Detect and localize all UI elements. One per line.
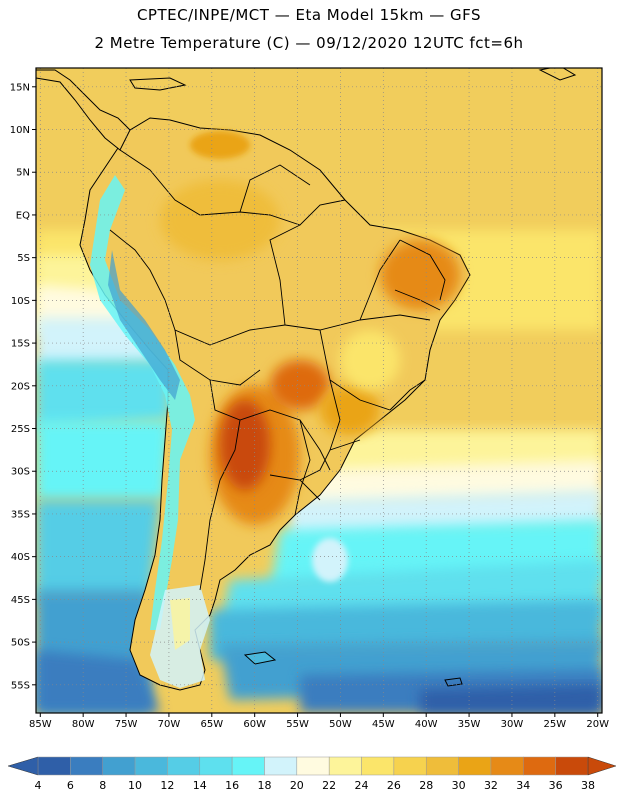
lat-tick-label: 40S [11,552,30,563]
lat-tick-label: 15S [11,339,30,350]
colorbar-label: 24 [355,779,369,792]
colorbar-swatch [328,756,362,776]
colorbar-label: 10 [128,779,142,792]
colorbar-label: 34 [516,779,530,792]
lon-tick-label: 25W [544,719,567,730]
lat-tick-label: 30S [11,467,30,478]
lon-tick-label: 80W [72,719,95,730]
colorbar-swatch [37,756,71,776]
colorbar-swatch [555,756,589,776]
colorbar-label: 32 [484,779,498,792]
colorbar-swatch [361,756,395,776]
colorbar-swatch [167,756,201,776]
country-borders [109,149,446,591]
colorbar-label: 14 [193,779,207,792]
atlantic-4 [420,685,602,713]
lat-tick-label: 15N [10,82,30,93]
colorbar-label: 20 [290,779,304,792]
lat-tick-label: 10S [11,296,30,307]
caribbean-islands [129,77,187,91]
lon-tick-label: 65W [200,719,223,730]
patagonia-mild [170,598,190,650]
warm-region-venezuela [190,131,250,159]
map-title-line-1: CPTEC/INPE/MCT — Eta Model 15km — GFS [136,6,482,24]
latitude-axis: 15N 10N 5N EQ 5S 10S 15S 20S 25S 30S 35S 40S 45S 50S 5… [10,82,36,691]
colorbar-label: 30 [452,779,466,792]
falkland-islands [243,651,277,665]
pacific-16 [36,420,170,500]
colorbar-label: 28 [419,779,433,792]
colorbar-label: 16 [225,779,239,792]
lon-tick-label: 45W [372,719,395,730]
colorbar-swatch [523,756,556,776]
colorbar-label: 36 [549,779,563,792]
lat-tick-label: 45S [11,595,30,606]
lat-tick-label: 5S [17,253,30,264]
colorbar-swatch [296,756,330,776]
lon-tick-label: 60W [243,719,266,730]
colorbar-label: 6 [67,779,74,792]
map-field [36,68,602,713]
warm-region-southeast-brazil [320,385,380,435]
pacific-12 [36,500,160,600]
lat-tick-label: 25S [11,424,30,435]
central-america-land [36,69,131,151]
colorbar-label: 4 [35,779,42,792]
lon-tick-label: 20W [586,719,609,730]
map-title-line-2: 2 Metre Temperature (C) — 09/12/2020 12U… [94,34,524,52]
lon-tick-label: 75W [115,719,138,730]
lon-tick-label: 50W [329,719,352,730]
colorbar-swatch [393,756,427,776]
lat-tick-label: 5N [16,168,30,179]
lon-tick-label: 70W [158,719,181,730]
colorbar: 4 6 8 10 12 14 16 18 20 22 24 26 28 30 32 34 36 38 [7,756,617,792]
andes-high-cold [108,250,180,400]
lat-tick-label: 10N [10,125,30,136]
colorbar-swatch [458,756,492,776]
colorbar-right-arrow [587,756,617,776]
colorbar-swatch [134,756,168,776]
lon-tick-label: 55W [286,719,309,730]
south-georgia [444,677,463,687]
brazil-highlands-cool [340,330,400,390]
lat-tick-label: 50S [11,638,30,649]
colorbar-swatch [102,756,136,776]
lat-tick-label: 20S [11,381,30,392]
island-ne [538,68,577,81]
lon-tick-label: 35W [458,719,481,730]
lat-tick-label: 35S [11,509,30,520]
atlantic-cool-patch [312,538,348,582]
longitude-axis: 85W 80W 75W 70W 65W 60W 55W 50W 45W 40W 35W 30W 25W 2… [29,713,609,730]
colorbar-label: 18 [257,779,271,792]
map-frame [35,67,603,714]
amazon-warm [160,180,280,260]
lat-tick-label: 55S [11,680,30,691]
pacific-14 [36,360,170,430]
hot-region-paraguay [270,360,330,410]
colorbar-label: 8 [99,779,106,792]
lon-tick-label: 30W [501,719,524,730]
colorbar-label: 22 [322,779,336,792]
colorbar-swatch [199,756,233,776]
colorbar-label: 26 [387,779,401,792]
colorbar-swatch [264,756,298,776]
pacific-6 [36,650,160,713]
colorbar-label: 38 [581,779,595,792]
lat-tick-label: EQ [16,210,30,221]
colorbar-left-arrow [7,756,39,776]
colorbar-swatch [425,756,459,776]
colorbar-label: 12 [160,779,174,792]
lon-tick-label: 85W [29,719,52,730]
colorbar-swatch [70,756,103,776]
hottest-core [220,400,270,490]
colorbar-swatch [231,756,265,776]
lon-tick-label: 40W [415,719,438,730]
colorbar-swatch [490,756,524,776]
